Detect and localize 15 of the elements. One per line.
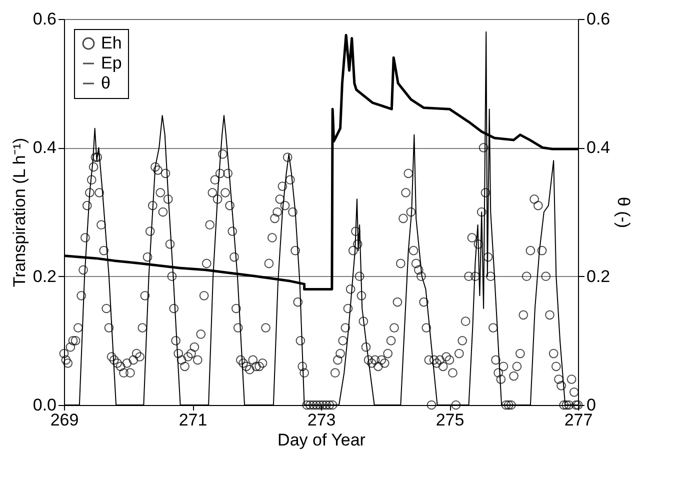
y2-axis-title: θ (-) <box>614 196 634 228</box>
x-axis-title: Day of Year <box>278 430 366 450</box>
legend-label: Ep <box>101 54 122 72</box>
y-tick-label: 0.2 <box>32 266 56 286</box>
y2-tick-label: 0.2 <box>586 266 610 286</box>
y2-tick-label: 0.6 <box>586 10 610 28</box>
y-tick-label: 0.6 <box>32 10 56 28</box>
legend-label: θ <box>101 74 110 92</box>
x-tick-label: 273 <box>307 410 336 430</box>
x-tick-label: 275 <box>436 410 464 430</box>
y-tick-label: 0.4 <box>32 138 56 158</box>
legend-label: Eh <box>101 34 122 52</box>
y-axis-title: Transpiration (L h⁻¹) <box>10 138 29 288</box>
y2-tick-label: 0.4 <box>586 138 610 158</box>
x-tick-label: 271 <box>178 410 208 430</box>
